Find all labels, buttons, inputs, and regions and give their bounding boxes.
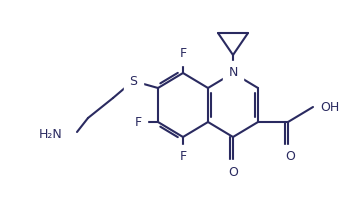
Text: F: F: [180, 151, 187, 164]
Text: H₂N: H₂N: [39, 129, 63, 142]
Text: OH: OH: [320, 101, 339, 114]
Text: F: F: [180, 47, 187, 60]
Text: N: N: [228, 67, 238, 80]
Text: O: O: [228, 165, 238, 179]
Text: F: F: [134, 116, 142, 129]
Text: O: O: [285, 151, 295, 164]
Text: S: S: [129, 75, 137, 88]
